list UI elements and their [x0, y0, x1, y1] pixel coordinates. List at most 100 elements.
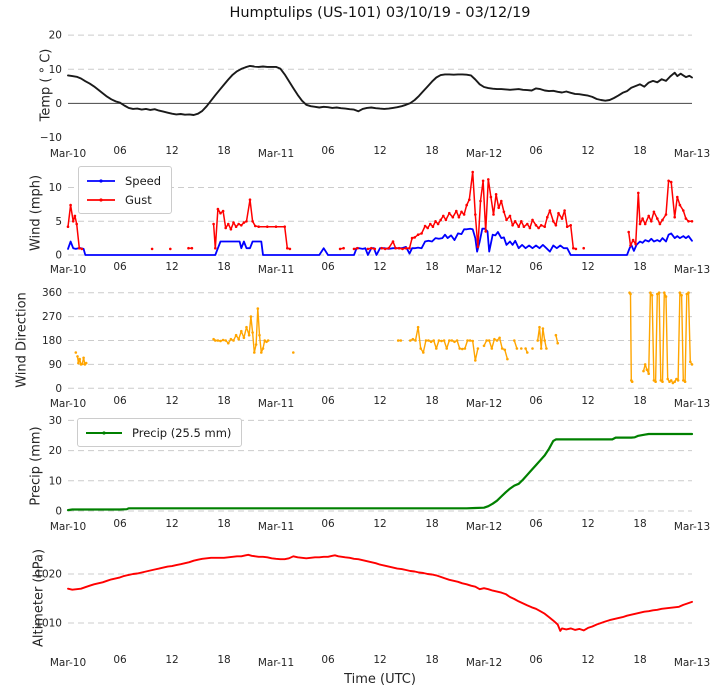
marker-dot — [489, 195, 493, 199]
y-tick-label: 0 — [55, 250, 62, 262]
panel-1: 0 5 10 Mar-10 06 12 18 Mar-11 06 12 18 Mar-12 06 12 18… — [49, 170, 710, 276]
marker-dot — [416, 233, 420, 236]
marker-dot — [413, 236, 417, 239]
marker-dot — [690, 220, 694, 223]
x-tick-label: Mar-12 — [466, 657, 502, 669]
marker-dot — [463, 347, 467, 350]
marker-dot — [366, 247, 370, 251]
marker-dot — [237, 337, 240, 341]
marker-dot — [539, 347, 543, 350]
marker-dot — [458, 347, 462, 350]
marker-dot — [221, 338, 225, 342]
y-tick-label: 10 — [49, 64, 62, 76]
x-tick-label: Mar-10 — [50, 264, 86, 276]
marker-dot — [474, 213, 477, 216]
marker-dot — [552, 220, 555, 223]
marker-dot — [426, 226, 430, 230]
marker-dot — [187, 246, 190, 250]
marker-dot — [460, 210, 463, 214]
x-tick-label: Mar-10 — [50, 657, 86, 669]
marker-dot — [82, 356, 85, 360]
x-tick-label: 12 — [581, 395, 594, 407]
marker-dot — [656, 292, 659, 296]
marker-dot — [664, 295, 668, 298]
marker-dot — [76, 355, 79, 358]
y-tick-label: 0 — [55, 506, 62, 518]
marker-dot — [254, 343, 258, 346]
marker-dot — [216, 339, 220, 342]
marker-dot — [409, 339, 412, 342]
legend-item-speed: Speed — [86, 171, 161, 190]
x-tick-label: Mar-11 — [258, 148, 294, 160]
marker-dot — [572, 246, 575, 250]
marker-dot — [538, 325, 541, 329]
marker-dot — [638, 222, 642, 226]
marker-dot — [227, 341, 230, 345]
marker-dot — [444, 218, 448, 222]
y-tick-label: 0 — [55, 383, 62, 395]
marker-dot — [66, 225, 70, 228]
legend-label-precip: Precip (25.5 mm) — [132, 425, 232, 440]
marker-dot — [75, 222, 78, 226]
marker-dot — [690, 363, 694, 366]
marker-dot — [649, 291, 652, 295]
x-tick-label: 18 — [633, 518, 646, 530]
marker-dot — [462, 213, 466, 216]
marker-dot — [440, 339, 443, 343]
marker-dot — [557, 211, 560, 215]
y-tick-label: 10 — [49, 475, 62, 487]
marker-dot — [442, 339, 446, 342]
x-tick-label: 06 — [113, 654, 127, 666]
panel-0: −10 0 10 20 Mar-10 06 12 18 Mar-11 06 12 18 Mar-12 06… — [40, 30, 710, 160]
x-tick-label: Mar-10 — [50, 148, 86, 160]
x-tick-label: 18 — [217, 395, 230, 407]
marker-dot — [240, 224, 243, 227]
marker-dot — [263, 339, 267, 342]
marker-dot — [420, 232, 423, 235]
x-tick-label: 06 — [529, 395, 543, 407]
marker-dot — [251, 220, 254, 223]
marker-dot — [380, 246, 384, 250]
marker-dot — [455, 339, 459, 342]
x-tick-label: 06 — [113, 395, 127, 407]
marker-dot — [513, 339, 516, 342]
marker-dot — [487, 339, 491, 342]
marker-dot — [451, 215, 455, 219]
marker-dot — [556, 341, 559, 345]
x-tick-label: 12 — [373, 145, 386, 157]
marker-dot — [258, 333, 261, 337]
marker-dot — [373, 247, 377, 251]
x-tick-label: Mar-12 — [466, 398, 502, 410]
marker-dot — [641, 217, 644, 220]
y-tick-label: 5 — [55, 216, 62, 228]
marker-dot — [342, 246, 345, 250]
x-tick-label: 12 — [373, 654, 386, 666]
marker-dot — [416, 325, 420, 329]
y-tick-label: 10 — [49, 182, 62, 194]
marker-dot — [481, 179, 485, 183]
marker-dot — [500, 347, 504, 350]
marker-dot — [650, 220, 653, 223]
x-tick-label: 12 — [165, 518, 178, 530]
wind-legend: Speed Gust — [78, 166, 173, 214]
marker-dot — [545, 347, 548, 350]
marker-dot — [274, 225, 278, 228]
marker-dot — [656, 217, 659, 220]
marker-dot — [634, 242, 637, 246]
marker-dot — [448, 211, 451, 215]
marker-dot — [445, 347, 449, 350]
x-tick-label: Mar-12 — [466, 521, 502, 533]
marker-dot — [266, 339, 270, 342]
marker-dot — [479, 199, 482, 203]
marker-dot — [411, 337, 415, 341]
x-tick-label: 12 — [581, 261, 594, 273]
marker-dot — [515, 347, 519, 350]
marker-dot — [429, 222, 432, 226]
marker-dot — [461, 347, 464, 351]
marker-dot — [669, 180, 673, 184]
marker-dot — [684, 217, 688, 220]
speed-line — [67, 227, 693, 256]
marker-dot — [511, 224, 514, 227]
marker-dot — [627, 230, 630, 234]
marker-dot — [490, 347, 494, 350]
